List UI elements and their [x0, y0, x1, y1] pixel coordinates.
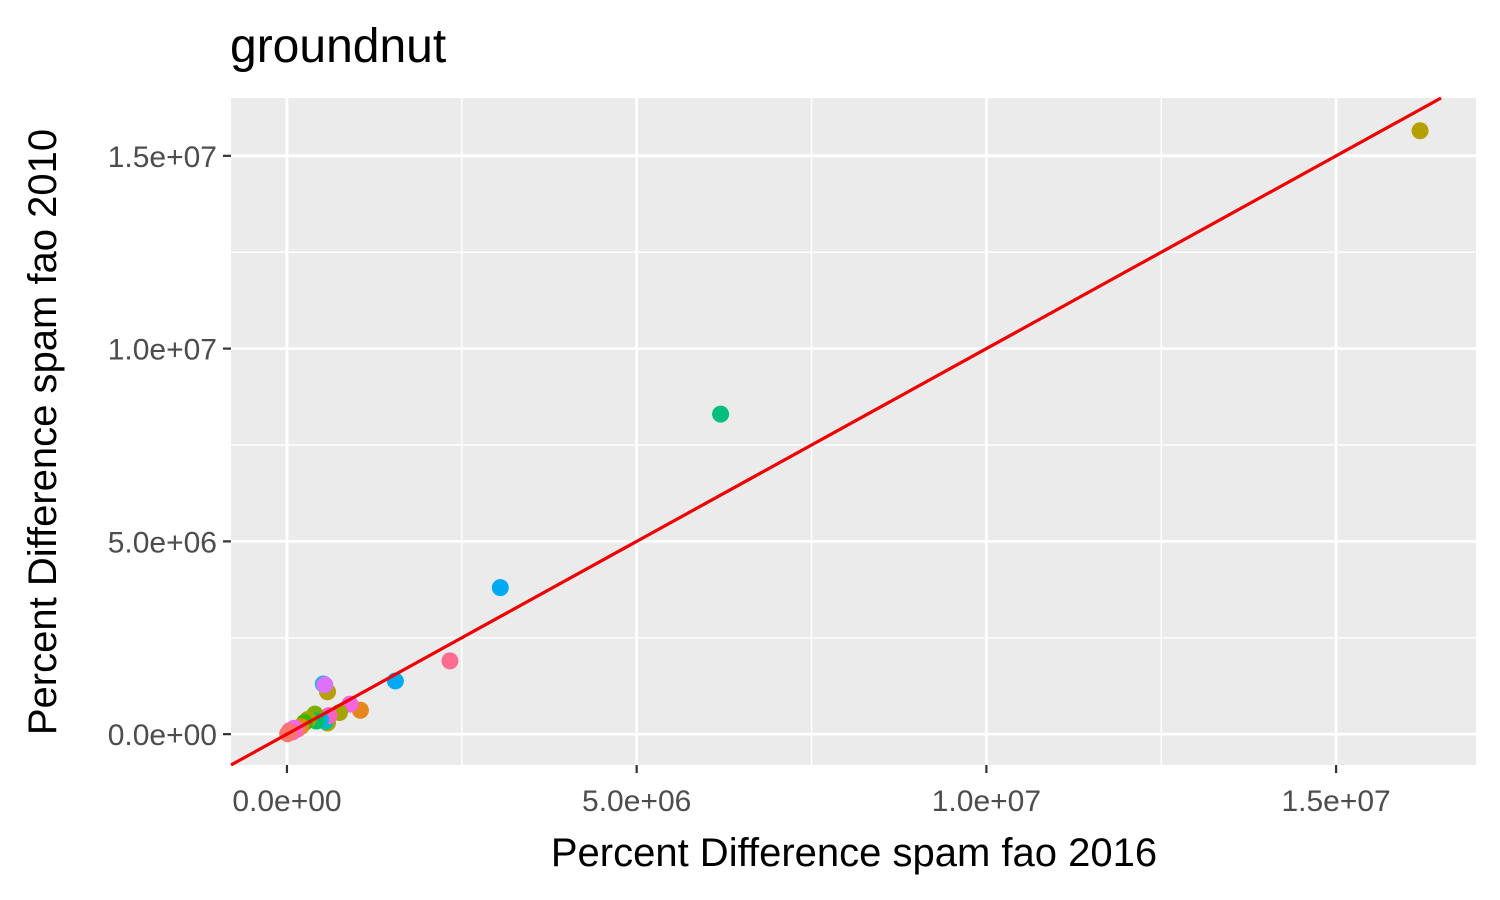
y-tick-label: 1.0e+07: [108, 334, 217, 367]
x-tick-label: 5.0e+06: [582, 785, 691, 818]
identity-reference-line: [230, 96, 1442, 767]
plot-panel: [231, 98, 1476, 765]
y-tick-label: 5.0e+06: [108, 526, 217, 559]
x-tick-label: 1.5e+07: [1281, 785, 1390, 818]
y-tick-label: 1.5e+07: [108, 141, 217, 174]
y-tick-label: 0.0e+00: [108, 719, 217, 752]
x-tick-label: 1.0e+07: [932, 785, 1041, 818]
x-axis: 0.0e+00 5.0e+06 1.0e+07 1.5e+07: [232, 765, 1391, 818]
grid-minor: [231, 98, 1476, 765]
data-point: [1411, 122, 1429, 140]
y-axis-title: Percent Difference spam fao 2010: [21, 129, 65, 735]
data-point: [712, 405, 730, 423]
chart-title: groundnut: [230, 20, 446, 73]
grid-major: [231, 98, 1476, 765]
x-axis-title: Percent Difference spam fao 2016: [551, 831, 1157, 875]
data-point: [491, 579, 509, 597]
y-axis: 0.0e+00 5.0e+06 1.0e+07 1.5e+07: [108, 141, 231, 752]
data-point: [441, 652, 459, 670]
x-tick-label: 0.0e+00: [232, 785, 341, 818]
data-point: [316, 676, 334, 694]
points-layer: [279, 122, 1429, 743]
